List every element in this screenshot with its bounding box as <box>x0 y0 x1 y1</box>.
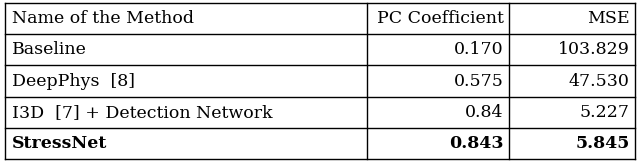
Text: I3D  [7] + Detection Network: I3D [7] + Detection Network <box>12 104 272 121</box>
Text: StressNet: StressNet <box>12 135 107 152</box>
Text: 5.227: 5.227 <box>580 104 630 121</box>
Text: Name of the Method: Name of the Method <box>12 10 193 27</box>
Text: PC Coefficient: PC Coefficient <box>377 10 504 27</box>
Text: DeepPhys  [8]: DeepPhys [8] <box>12 73 134 89</box>
Text: 0.575: 0.575 <box>454 73 504 89</box>
Text: 103.829: 103.829 <box>558 41 630 58</box>
Text: 5.845: 5.845 <box>575 135 630 152</box>
Text: Baseline: Baseline <box>12 41 86 58</box>
Text: 0.84: 0.84 <box>465 104 504 121</box>
Text: 47.530: 47.530 <box>569 73 630 89</box>
Text: MSE: MSE <box>587 10 630 27</box>
Text: 0.843: 0.843 <box>449 135 504 152</box>
Text: 0.170: 0.170 <box>454 41 504 58</box>
